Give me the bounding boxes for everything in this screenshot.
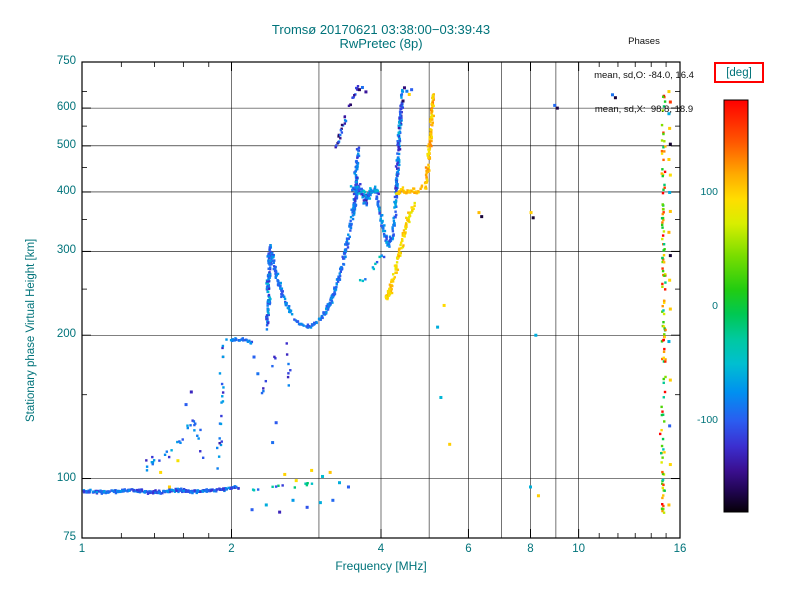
y-tick-label: 400 (56, 184, 76, 197)
gridlines (82, 62, 680, 538)
x-tick-label: 8 (527, 543, 534, 555)
scatter-points (82, 85, 672, 514)
y-tick-label: 300 (56, 244, 76, 257)
x-tick-label: 2 (228, 543, 235, 555)
colorbar (723, 99, 749, 513)
colorbar-unit-label: [deg] (726, 66, 752, 79)
y-tick-label: 600 (56, 101, 76, 114)
plot-frame (81, 61, 681, 539)
colorbar-tick-label: -100 (696, 414, 718, 427)
y-tick-label: 100 (56, 471, 76, 484)
colorbar-unit-box: [deg] (714, 62, 764, 83)
x-axis-label: Frequency [MHz] (335, 559, 427, 573)
phases-title: Phases (628, 36, 660, 48)
plot-subtitle: RwPretec (8p) (339, 36, 423, 51)
y-tick-label: 500 (56, 138, 76, 151)
colorbar-tick-label: 0 (712, 300, 718, 312)
phases-note: Phases mean, sd,O: -84.0, 16.4 mean, sd,… (556, 14, 732, 137)
plot-title: Tromsø 20170621 03:38:00−03:39:43 (271, 22, 491, 37)
y-tick-label: 75 (63, 531, 76, 543)
y-tick-label: 750 (56, 55, 76, 67)
y-tick-label: 200 (56, 328, 76, 341)
x-tick-label: 10 (572, 543, 586, 555)
x-tick-label: 1 (78, 543, 86, 555)
x-tick-label: 16 (673, 543, 687, 555)
x-tick-label: 6 (465, 543, 472, 555)
phases-o-stats: mean, sd,O: -84.0, 16.4 (594, 70, 694, 82)
colorbar-tick-label: 100 (700, 185, 718, 198)
x-tick-label: 4 (377, 543, 385, 555)
phases-x-stats: mean, sd,X: 98.8, 18.9 (594, 103, 694, 115)
